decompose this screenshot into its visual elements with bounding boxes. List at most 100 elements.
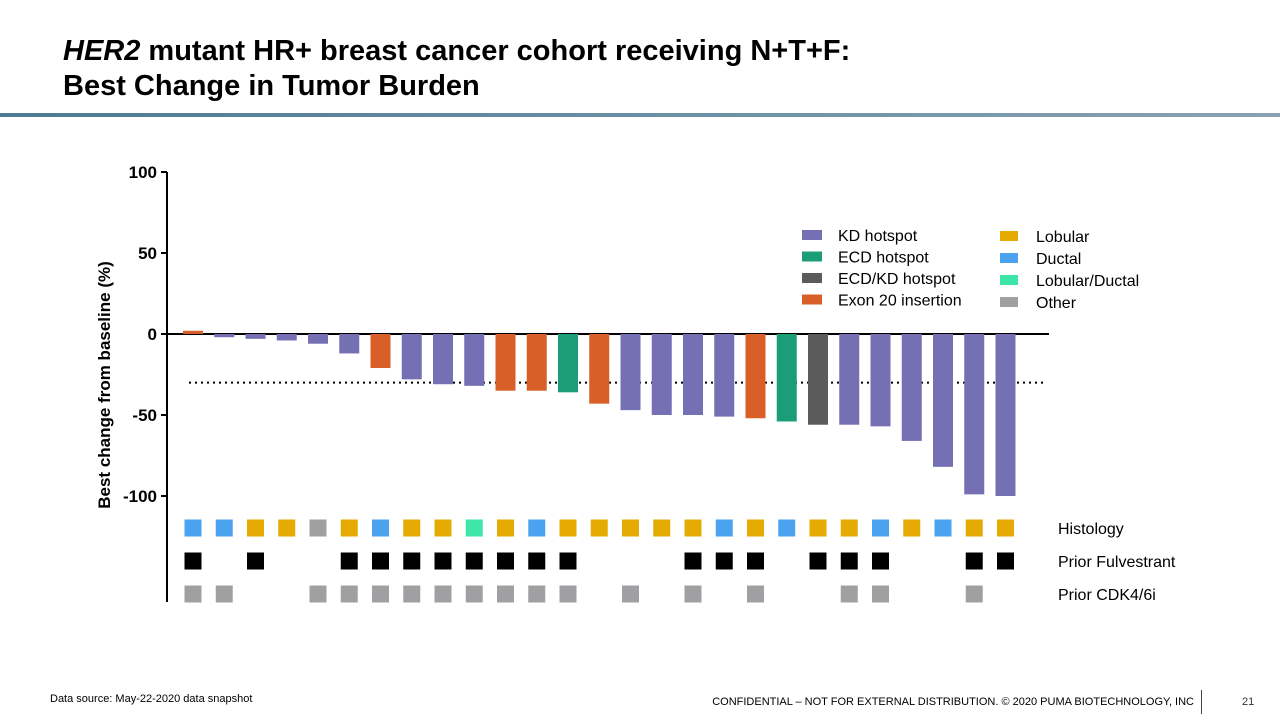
cdk-marker (747, 585, 764, 603)
histology-marker (934, 519, 952, 537)
bar (901, 334, 922, 441)
histology-marker (965, 519, 983, 537)
data-source: Data source: May-22-2020 data snapshot (50, 693, 253, 705)
bar (495, 334, 516, 391)
legend-swatch (1000, 253, 1018, 263)
fulvestrant-marker (434, 552, 452, 570)
bar (589, 334, 610, 404)
legend-swatch (1000, 275, 1018, 285)
bar (683, 334, 703, 415)
cdk-marker (622, 585, 639, 603)
cdk-marker (872, 585, 889, 603)
cdk-marker (465, 585, 483, 603)
histology-marker (715, 519, 733, 537)
bar (183, 330, 203, 334)
cdk-marker (403, 585, 421, 603)
fulvestrant-marker (872, 552, 889, 570)
bar (370, 334, 391, 369)
bar (651, 334, 672, 415)
cdk-marker (372, 585, 389, 603)
cdk-marker (840, 585, 858, 603)
fulvestrant-marker (465, 552, 483, 570)
legend-label: Exon 20 insertion (838, 293, 962, 310)
bar (526, 334, 547, 391)
bar (245, 334, 266, 339)
histology-marker (559, 519, 577, 537)
histology-marker (840, 519, 858, 537)
legend-swatch (802, 251, 822, 262)
fulvestrant-marker (184, 552, 202, 570)
histology-marker (497, 519, 514, 537)
histology-marker (903, 519, 921, 537)
bar (214, 334, 235, 338)
histology-marker (434, 519, 452, 537)
histology-marker (247, 519, 264, 537)
fulvestrant-marker (247, 552, 264, 570)
bar (433, 334, 453, 385)
title-divider (0, 113, 1280, 117)
fulvestrant-marker (715, 552, 733, 570)
histology-marker (622, 519, 639, 537)
cdk-marker (309, 585, 327, 603)
cdk-marker (215, 585, 233, 603)
legend-swatch (802, 273, 822, 283)
bar (620, 334, 641, 411)
histology-marker (372, 519, 389, 537)
cdk-marker (497, 585, 514, 603)
bar (276, 334, 297, 341)
legend-label: KD hotspot (838, 228, 918, 245)
bar (745, 334, 766, 419)
confidential-notice: CONFIDENTIAL – NOT FOR EXTERNAL DISTRIBU… (712, 696, 1194, 708)
title-line2: Best Change in Tumor Burden (63, 70, 480, 102)
legend-label: Other (1036, 295, 1077, 312)
y-axis-label: Best change from baseline (%) (95, 261, 114, 509)
legend-label: Ductal (1036, 251, 1081, 268)
fulvestrant-marker (403, 552, 421, 570)
histology-marker (528, 519, 546, 537)
fulvestrant-marker (840, 552, 858, 570)
histology-marker (872, 519, 889, 537)
legend-swatch (1000, 231, 1018, 241)
histology-marker (309, 519, 327, 537)
cdk-marker (559, 585, 577, 603)
histology-marker (653, 519, 671, 537)
fulvestrant-marker (809, 552, 827, 570)
y-tick-label: 100 (129, 163, 157, 182)
bar (808, 334, 828, 425)
fulvestrant-marker (340, 552, 358, 570)
histology-marker (215, 519, 233, 537)
histology-marker (778, 519, 796, 537)
y-tick-label: -50 (132, 406, 157, 425)
footer-separator (1201, 690, 1202, 714)
bar (870, 334, 891, 427)
fulvestrant-marker (997, 552, 1014, 570)
slide-title: HER2 mutant HR+ breast cancer cohort rec… (63, 34, 850, 104)
fulvestrant-marker (684, 552, 702, 570)
histology-marker (184, 519, 202, 537)
cdk-marker (434, 585, 452, 603)
fulvestrant-marker (497, 552, 514, 570)
histology-marker (590, 519, 608, 537)
bar (464, 334, 485, 386)
bar (714, 334, 735, 417)
fulvestrant-marker (528, 552, 546, 570)
y-tick-label: 0 (148, 325, 157, 344)
bar (401, 334, 422, 380)
histology-marker (747, 519, 764, 537)
bar (308, 334, 328, 344)
bar (558, 334, 578, 393)
title-rest: mutant HR+ breast cancer cohort receivin… (140, 35, 851, 67)
legend-label: Lobular/Ductal (1036, 273, 1139, 290)
title-italic: HER2 (63, 35, 141, 67)
y-tick-label: -100 (123, 487, 157, 506)
cdk-marker (965, 585, 983, 603)
histology-marker (809, 519, 827, 537)
fulvestrant-marker (747, 552, 764, 570)
cdk-marker (684, 585, 702, 603)
cdk-marker (528, 585, 546, 603)
fulvestrant-marker (559, 552, 577, 570)
legend-label: Lobular (1036, 229, 1090, 246)
histology-marker (403, 519, 421, 537)
legend-swatch (802, 230, 822, 240)
